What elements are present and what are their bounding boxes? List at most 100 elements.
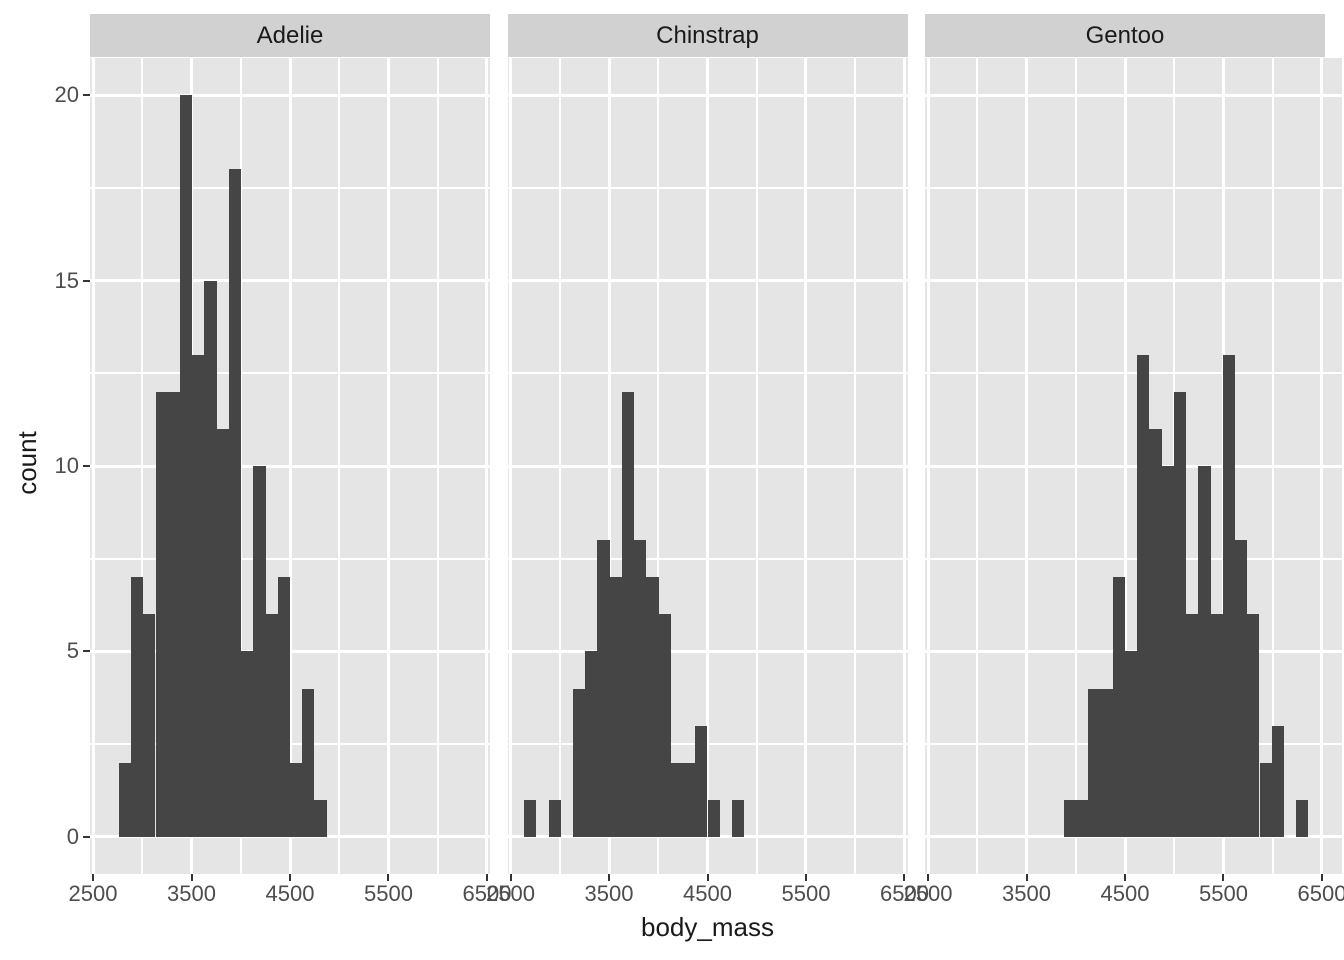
gridline-major-y [90,93,490,97]
histogram-bar [634,540,647,837]
histogram-bar [1137,354,1150,837]
histogram-bar [1161,466,1174,837]
y-tick-label: 0 [66,823,79,849]
x-tick-label: 6500 [462,881,512,906]
x-tick-mark [190,874,193,881]
x-tick-mark [509,874,512,881]
histogram-bar [1235,540,1248,837]
histogram-bar [670,762,684,837]
x-tick-label: 5500 [781,881,831,906]
x-tick-mark [387,874,390,881]
histogram-bar [204,280,217,837]
histogram-bar [1222,354,1236,837]
histogram-bar [1063,799,1077,837]
gridline-major-y [507,464,908,468]
gridline-minor-y [507,557,908,560]
histogram-bar [253,466,266,837]
histogram-bar [573,688,586,837]
x-tick-label: 6500 [1297,881,1344,906]
x-tick-label: 5500 [364,881,413,906]
histogram-bar [646,577,659,837]
histogram-bar [695,725,708,837]
gridline-minor-y [925,186,1342,189]
histogram-bar [585,651,598,837]
histogram-bar [1149,428,1162,837]
gridline-major-y [507,649,908,653]
x-axis-title: body_mass [641,912,774,942]
gridline-major-y [925,464,1342,468]
x-tick-mark [485,874,488,881]
histogram-bar [265,614,278,837]
gridline-minor-y [925,557,1342,560]
facet-panel [925,58,1342,874]
x-tick-label: 2500 [903,881,953,906]
histogram-bar [658,614,671,837]
facet-panel [507,58,908,874]
y-tick-label: 15 [54,267,79,293]
histogram-bar [1100,688,1113,837]
gridline-major-y [507,93,908,97]
x-tick-mark [1124,874,1126,881]
x-tick-mark [706,874,709,881]
histogram-bar [1259,762,1272,837]
histogram-bar [192,354,205,837]
histogram-bar [524,799,537,837]
histogram-bar [1125,651,1138,837]
gridline-minor-y [507,372,908,375]
histogram-bar [1271,725,1284,837]
x-tick-mark [1222,874,1225,881]
y-tick-label: 20 [54,82,79,108]
x-tick-mark [289,874,291,881]
x-tick-label: 4500 [1100,881,1150,906]
gridline-minor-y [925,372,1342,375]
x-tick-label: 3500 [1002,881,1051,906]
x-tick-mark [608,874,610,881]
histogram-bar [683,762,696,837]
y-tick-label: 10 [54,453,79,478]
histogram-bar [277,577,290,837]
histogram-bar [241,651,254,837]
histogram-bar [1088,688,1101,837]
facet-strip: Adelie [90,14,490,57]
histogram-bar [290,762,303,837]
histogram-bar [1076,799,1089,837]
histogram-bar [597,540,610,837]
gridline-minor-y [90,186,490,189]
histogram-bar [1296,799,1309,837]
y-tick-mark [83,835,90,838]
histogram-bar [548,799,561,837]
gridline-minor-y [90,372,490,375]
gridline-major-y [507,835,908,839]
facet-panel [90,58,490,874]
histogram-bar [1173,391,1187,837]
histogram-bar [131,577,144,837]
histogram-bar [143,614,156,837]
gridline-minor-y [507,743,908,746]
histogram-bar [216,428,229,837]
facet-strip: Gentoo [925,14,1325,57]
facet-strip-label: Chinstrap [656,21,759,49]
histogram-bar [707,799,720,837]
histogram-bar [1247,614,1260,837]
x-tick-mark [92,874,94,881]
histogram-bar [314,799,327,837]
histogram-bar [179,95,193,837]
y-tick-mark [83,465,90,467]
facet-strip-label: Gentoo [1085,21,1165,49]
x-tick-mark [927,874,929,881]
histogram-bar [155,391,168,837]
histogram-bar [609,577,622,837]
gridline-minor-y [507,186,908,189]
gridline-major-y [90,649,490,653]
gridline-major-y [925,93,1342,97]
gridline-major-y [90,835,490,839]
x-tick-label: 3500 [584,881,634,906]
histogram-bar [167,391,180,837]
x-tick-label: 2500 [68,881,118,906]
y-tick-label: 5 [66,638,79,664]
histogram-bar [1186,614,1199,837]
gridline-minor-y [90,557,490,560]
histogram-bar [302,688,315,837]
histogram-bar [621,391,635,837]
